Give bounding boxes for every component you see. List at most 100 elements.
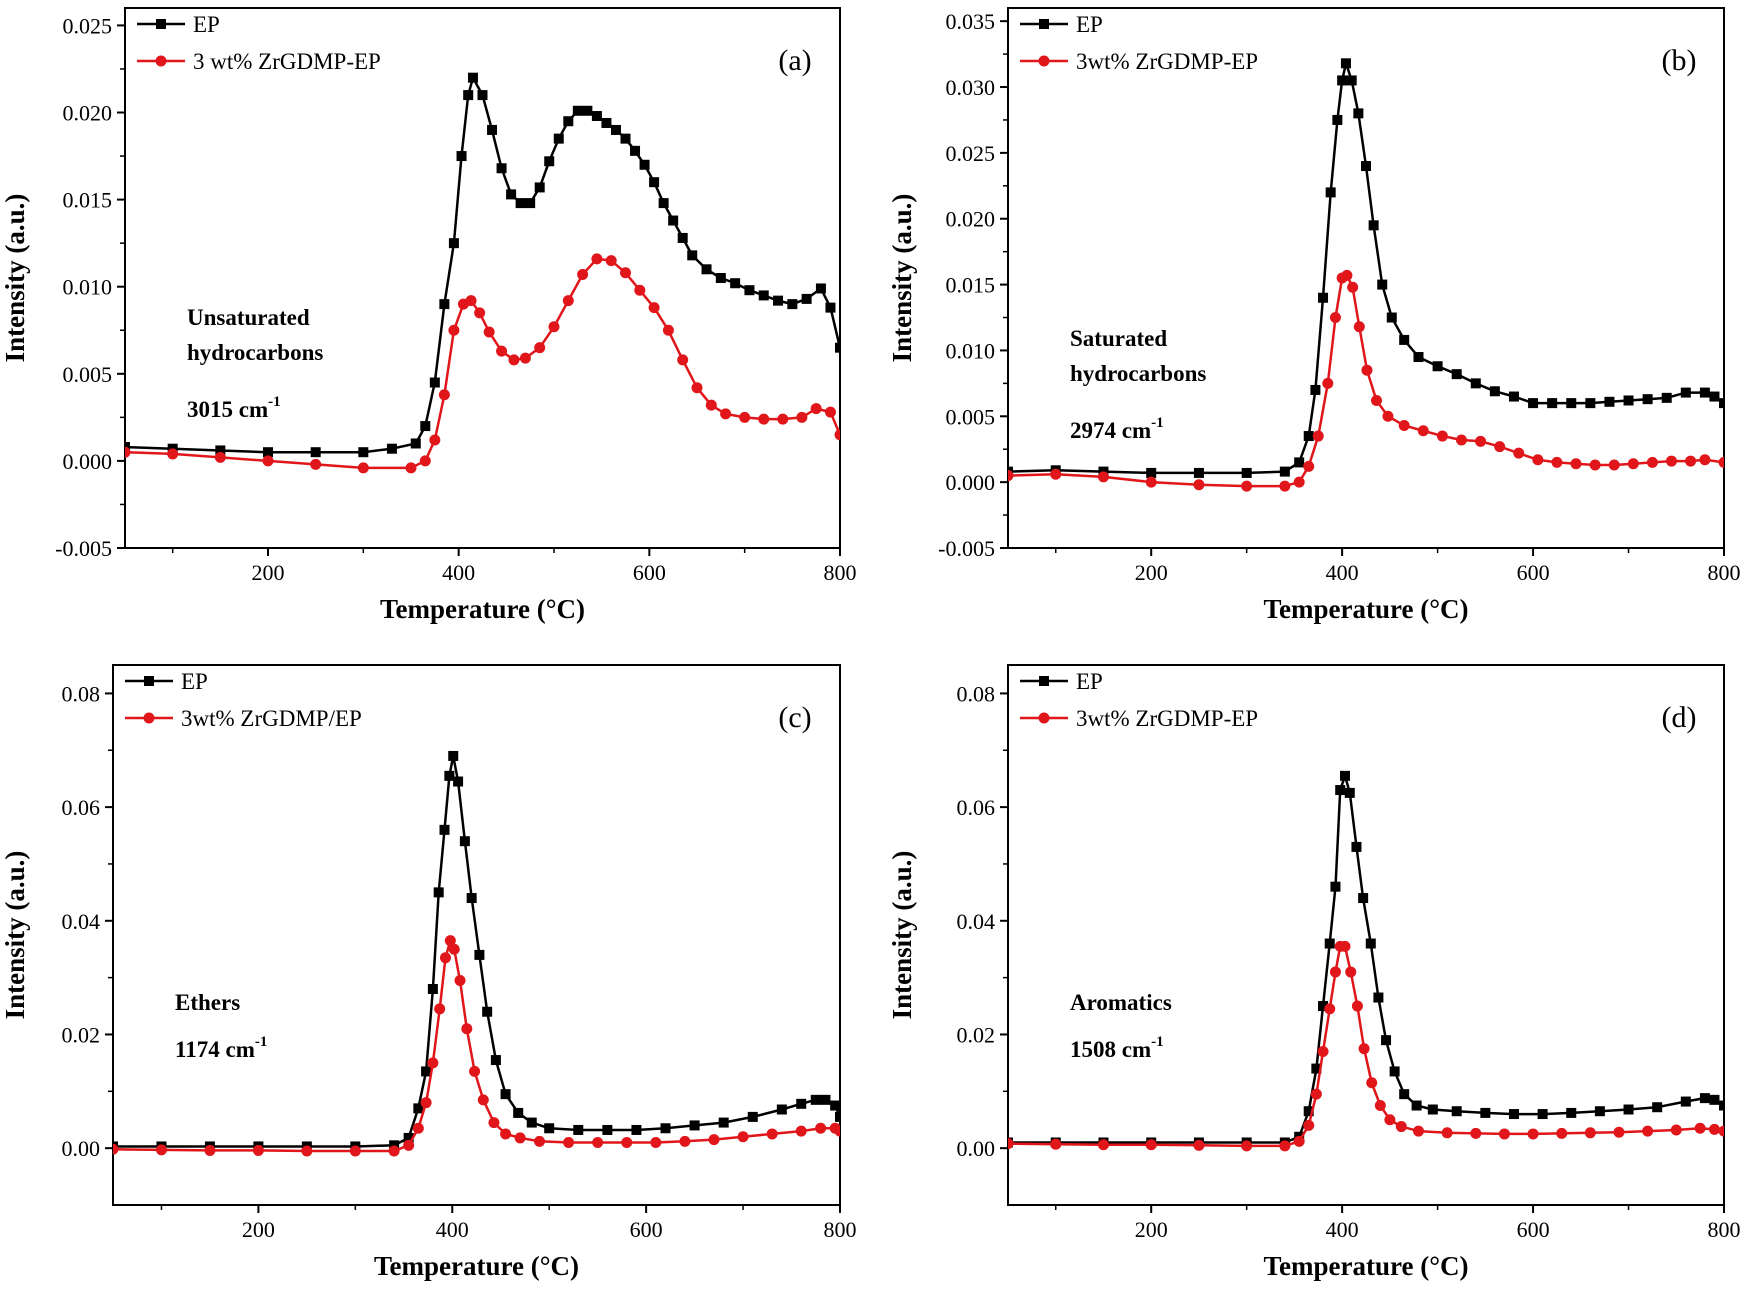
data-point (301, 1145, 313, 1157)
legend-marker (1038, 712, 1050, 724)
x-axis-title: Temperature (°C) (1263, 1251, 1468, 1281)
y-tick-label: 0.015 (946, 273, 996, 298)
data-point (1146, 467, 1157, 478)
y-axis-title: Intensity (a.u.) (887, 194, 917, 363)
data-point (620, 267, 631, 279)
data-point (1699, 387, 1710, 398)
data-point (444, 935, 456, 947)
legend-label: 3wt% ZrGDMP-EP (1076, 706, 1258, 731)
data-point (795, 1125, 807, 1137)
data-point (677, 354, 689, 366)
data-point (444, 770, 455, 781)
data-point (125, 441, 130, 452)
chart-panel-d: 200 400 600 800 0.00 0.02 0.04 0.06 0.08 Temperat… (887, 664, 1741, 1281)
data-point (1411, 1100, 1422, 1111)
data-point (602, 1124, 613, 1135)
data-point (1371, 394, 1383, 406)
data-point (825, 302, 836, 313)
data-point (482, 1006, 493, 1017)
series-zrgdmp (113, 935, 840, 1157)
legend-marker (144, 676, 154, 686)
x-tick-label: 200 (1135, 560, 1168, 585)
data-point (1310, 1088, 1322, 1100)
data-point (1310, 384, 1321, 395)
data-point (204, 1144, 216, 1156)
data-point (660, 1123, 671, 1134)
data-point (1494, 441, 1506, 453)
data-point (1386, 312, 1397, 323)
x-tick-label: 800 (1708, 560, 1741, 585)
data-point (835, 342, 840, 353)
y-axis-title: Intensity (a.u.) (0, 194, 30, 363)
data-point (525, 198, 536, 209)
data-point (1293, 1135, 1305, 1147)
y-tick-label: -0.005 (55, 536, 112, 561)
y-tick-label: 0.025 (946, 141, 996, 166)
data-point (1652, 1102, 1663, 1113)
data-point (592, 1136, 604, 1148)
legend-label: EP (1076, 669, 1103, 694)
plot-frame (1007, 7, 1725, 549)
data-point (420, 1097, 432, 1109)
data-point (605, 255, 617, 267)
plot-area (125, 72, 840, 474)
data-point (1193, 467, 1204, 478)
legend-label: EP (1076, 12, 1103, 37)
data-point (747, 1111, 758, 1122)
data-point (563, 116, 574, 127)
y-tick-label: 0.005 (63, 362, 113, 387)
data-point (777, 413, 789, 425)
data-point (1097, 1139, 1109, 1151)
data-point (715, 273, 726, 283)
data-point (1358, 893, 1369, 904)
data-point (1145, 476, 1157, 488)
data-point (1566, 398, 1577, 409)
data-point (548, 321, 560, 333)
data-point (453, 776, 464, 787)
data-point (544, 1123, 555, 1134)
y-tick-label: 0.000 (946, 470, 996, 495)
data-point (461, 1023, 473, 1035)
data-point (386, 443, 397, 454)
data-point (708, 1134, 720, 1146)
data-point (500, 1089, 511, 1100)
y-tick-label: 0.010 (63, 275, 113, 300)
data-point (650, 1136, 662, 1148)
data-point (487, 124, 498, 135)
data-point (477, 90, 488, 101)
data-point (1665, 455, 1677, 467)
data-point (1608, 459, 1620, 471)
data-point (1279, 1140, 1291, 1152)
data-point (544, 156, 555, 167)
data-point (477, 1094, 489, 1106)
data-point (739, 411, 751, 423)
annotation-wavenumber: 3015 cm-1 (187, 394, 281, 422)
data-point (1556, 1127, 1568, 1139)
plot-area (113, 750, 840, 1157)
data-point (215, 445, 226, 456)
data-point (1303, 460, 1315, 472)
data-point (439, 952, 451, 964)
data-point (1642, 394, 1653, 405)
x-tick-label: 400 (1326, 560, 1359, 585)
x-tick-label: 800 (824, 1217, 857, 1242)
data-point (621, 1136, 633, 1148)
data-point (1318, 1001, 1329, 1012)
data-point (810, 403, 822, 415)
data-point (488, 1117, 500, 1129)
data-point (1613, 1126, 1625, 1138)
data-point (349, 1145, 361, 1157)
x-tick-label: 600 (1517, 560, 1550, 585)
y-tick-label: 0.025 (63, 13, 113, 38)
annotation-line: hydrocarbons (187, 340, 323, 365)
data-point (1324, 1003, 1336, 1015)
data-point (1317, 1046, 1329, 1058)
data-point (1279, 466, 1290, 477)
data-point (403, 1132, 414, 1143)
data-point (677, 232, 688, 243)
x-tick-label: 600 (630, 1217, 663, 1242)
data-point (1470, 1127, 1482, 1139)
data-point (1451, 369, 1462, 380)
data-point (419, 455, 431, 467)
